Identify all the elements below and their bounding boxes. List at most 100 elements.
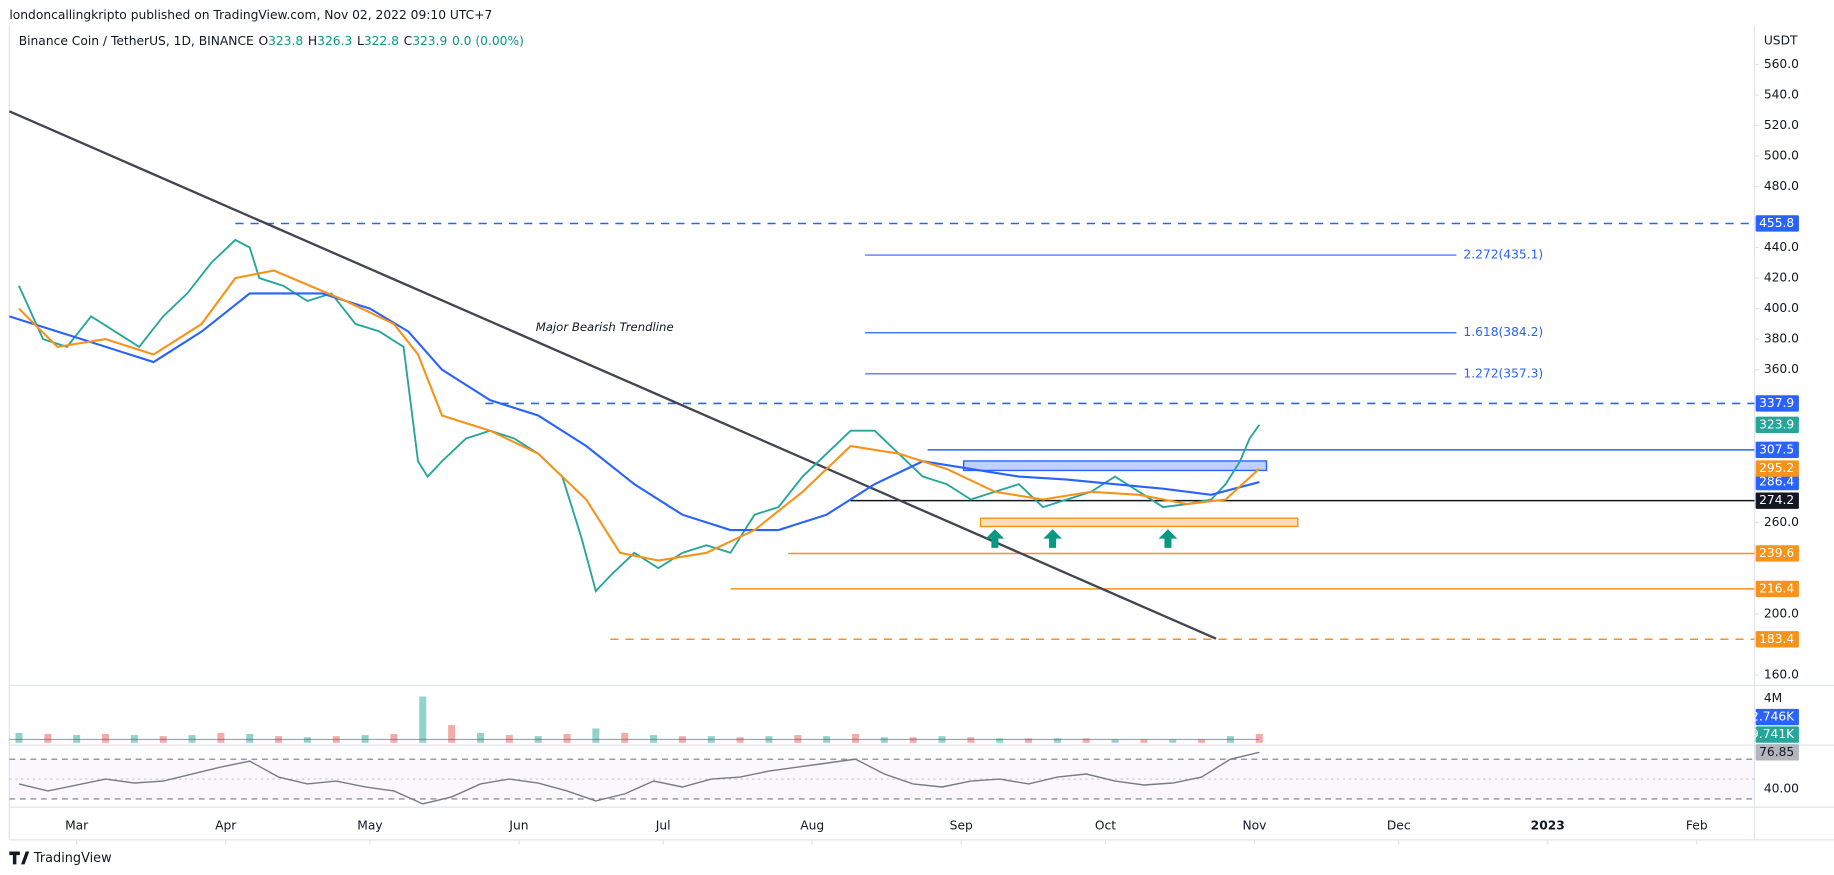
volume-tag-bg xyxy=(1755,726,1799,743)
price-line xyxy=(18,269,1261,562)
level-tag-bg xyxy=(1755,441,1799,459)
volume-bar xyxy=(996,738,1004,743)
x-tick-label: Jun xyxy=(508,818,528,832)
y-tick-label: 400.0 xyxy=(1764,301,1799,315)
level-tag-bg xyxy=(1755,215,1799,232)
x-tick-label: May xyxy=(357,818,382,832)
volume-bar xyxy=(563,733,571,743)
ohlc-key: L xyxy=(357,33,364,47)
zone xyxy=(979,517,1299,528)
level-tag: 183.4 xyxy=(1759,632,1794,646)
arrow xyxy=(1158,529,1178,548)
logo xyxy=(9,851,30,865)
price-line xyxy=(9,292,1260,532)
y-tick-label: 480.0 xyxy=(1764,179,1799,193)
volume-tick-label: 4M xyxy=(1764,691,1782,705)
level-tag: 307.5 xyxy=(1759,442,1794,456)
currency: USDT xyxy=(1764,33,1798,47)
price-line xyxy=(18,238,1261,593)
symbol: Binance Coin / TetherUS, 1D, BINANCE xyxy=(19,33,254,47)
last-value-tag-bg xyxy=(1755,416,1799,433)
x-tick-label: 2023 xyxy=(1531,818,1565,832)
trendline xyxy=(8,110,1217,640)
zone xyxy=(962,460,1268,472)
rsi-tag: 76.85 xyxy=(1759,745,1794,759)
volume-bar xyxy=(1255,733,1263,743)
volume-bar xyxy=(390,733,398,743)
ohlc-value: 323.9 xyxy=(412,33,447,47)
y-tick-label: 500.0 xyxy=(1764,148,1799,162)
footer: TradingView xyxy=(33,851,112,866)
last-value-tag: 286.4 xyxy=(1759,475,1794,489)
rsi-tick-label: 40.00 xyxy=(1764,781,1799,795)
ohlc-key: H xyxy=(308,33,317,47)
publisher: londoncallingkripto published on Trading… xyxy=(9,8,492,22)
volume-ma-tag: 302.746K xyxy=(1735,710,1795,724)
volume-bar xyxy=(15,732,23,743)
x-tick-label: Feb xyxy=(1686,818,1708,832)
y-tick-label: 160.0 xyxy=(1764,667,1799,681)
level-tag-bg xyxy=(1755,395,1799,412)
x-tick-label: Jul xyxy=(655,818,671,832)
y-tick-label: 520.0 xyxy=(1764,118,1799,132)
last-value-tag: 295.2 xyxy=(1759,461,1794,475)
y-tick-label: 540.0 xyxy=(1764,87,1799,101)
x-tick-label: Nov xyxy=(1243,818,1267,832)
y-tick-label: 380.0 xyxy=(1764,332,1799,346)
x-tick-label: Oct xyxy=(1095,818,1116,832)
volume-bar xyxy=(217,732,225,743)
volume-bar xyxy=(448,725,456,743)
volume-ma-tag-bg xyxy=(1755,708,1799,726)
last-value-tag: 323.9 xyxy=(1759,417,1794,431)
level-tag: 337.9 xyxy=(1759,396,1794,410)
ohlc-key: O xyxy=(258,33,268,47)
annotation: Major Bearish Trendline xyxy=(536,320,674,334)
fib-label: 2.272(435.1) xyxy=(1463,248,1543,262)
ohlc-value: 323.8 xyxy=(268,33,303,47)
fib-label: 1.618(384.2) xyxy=(1463,325,1543,339)
level-tag-bg xyxy=(1755,545,1799,562)
level-tag: 274.2 xyxy=(1759,493,1794,507)
ohlc-key: C xyxy=(404,33,413,47)
volume-bar xyxy=(476,732,484,743)
volume-bar xyxy=(1169,739,1177,743)
level-tag: 239.6 xyxy=(1759,546,1794,560)
rsi-band xyxy=(9,759,1755,799)
x-tick-label: Apr xyxy=(215,818,237,832)
volume-bar xyxy=(621,732,629,743)
logo-mark xyxy=(9,851,30,865)
volume-bar xyxy=(419,696,427,743)
x-tick-label: Aug xyxy=(800,818,824,832)
volume-bar xyxy=(1140,739,1148,743)
y-tick-label: 420.0 xyxy=(1764,271,1799,285)
arrow xyxy=(985,529,1005,548)
rsi-tag-bg xyxy=(1755,744,1799,761)
ohlc-value: 322.8 xyxy=(364,33,399,47)
arrow xyxy=(1043,529,1062,548)
volume-bar xyxy=(1025,738,1033,743)
ohlc-value: 326.3 xyxy=(317,33,352,47)
volume-bar xyxy=(851,733,859,743)
volume-bar xyxy=(1082,738,1090,743)
level-tag-bg xyxy=(1755,631,1799,648)
volume-bar xyxy=(44,733,52,743)
level-tag-bg xyxy=(1755,492,1799,509)
level-tag: 455.8 xyxy=(1759,216,1794,230)
y-tick-label: 560.0 xyxy=(1764,57,1799,71)
volume-bar xyxy=(1111,739,1119,743)
symbol-line: Binance Coin / TetherUS, 1D, BINANCE O323… xyxy=(19,33,524,47)
x-tick-label: Dec xyxy=(1387,818,1411,832)
volume-bar xyxy=(1198,739,1206,743)
last-value-tag-bg xyxy=(1755,460,1799,477)
volume-tag: 29.741K xyxy=(1743,727,1795,741)
y-tick-label: 440.0 xyxy=(1764,240,1799,254)
y-tick-label: 360.0 xyxy=(1764,362,1799,376)
x-tick-label: Mar xyxy=(65,818,89,832)
y-tick-label: 200.0 xyxy=(1764,606,1799,620)
volume-bar xyxy=(592,728,600,743)
level-tag-bg xyxy=(1755,580,1799,598)
volume-bar xyxy=(101,733,110,743)
